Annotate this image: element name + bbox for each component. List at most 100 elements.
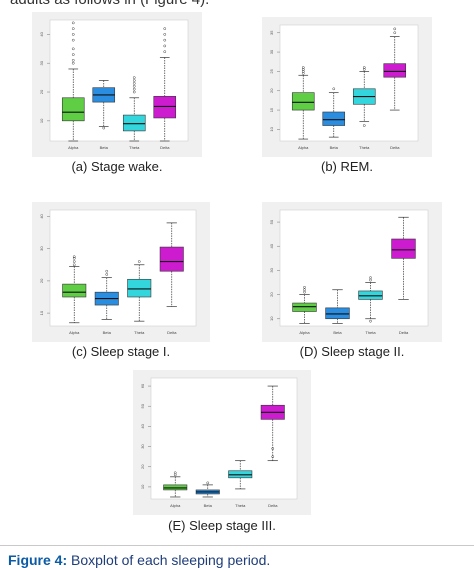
y-tick-label: 30 — [269, 267, 274, 272]
y-tick-label: 20 — [269, 88, 274, 93]
outlier-point — [173, 471, 177, 475]
y-tick-label: 40 — [39, 31, 44, 36]
boxplot-stage-2: 10 20 30 40 50 Alpha Beta Theta Delta — [262, 202, 442, 342]
box-delta — [383, 63, 407, 78]
outlier-point — [132, 76, 136, 79]
x-tick-label: Delta — [399, 330, 409, 335]
box-alpha — [292, 302, 317, 312]
x-tick-label: Theta — [134, 330, 145, 335]
box-alpha — [62, 283, 87, 298]
outlier-point — [362, 66, 366, 69]
boxplot-rem: 10 15 20 25 30 35 Alpha Beta Theta Delta — [262, 17, 432, 157]
y-tick-label: 40 — [140, 423, 145, 428]
box-alpha — [61, 97, 85, 122]
x-tick-label: Alpha — [298, 145, 309, 150]
x-tick-label: Delta — [390, 145, 400, 150]
y-tick-label: 40 — [269, 243, 274, 248]
outlier-point — [132, 82, 136, 85]
caption-stage-3: (E) Sleep stage III. — [168, 518, 276, 533]
outlier-point — [206, 481, 210, 485]
y-tick-label: 10 — [140, 484, 145, 489]
boxplot-wake: 10 20 30 40 Alpha Beta Theta Delta — [32, 12, 202, 157]
outlier-point — [71, 53, 75, 56]
x-tick-label: Beta — [204, 503, 213, 508]
outlier-point — [71, 21, 75, 25]
y-tick-label: 50 — [269, 219, 274, 224]
boxplot-wake-svg: 10 20 30 40 Alpha Beta Theta Delta — [39, 19, 189, 150]
outlier-point — [72, 255, 76, 259]
outlier-point — [72, 256, 76, 260]
outlier-point — [393, 31, 397, 35]
outlier-point — [71, 38, 75, 42]
outlier-point — [369, 319, 372, 323]
outlier-point — [132, 79, 136, 82]
y-tick-label: 20 — [269, 292, 274, 297]
outlier-point — [163, 50, 167, 54]
outlier-point — [303, 285, 306, 289]
plot-area — [279, 24, 419, 142]
outlier-point — [301, 68, 305, 71]
figure-caption: Figure 4: Boxplot of each sleeping perio… — [8, 552, 270, 568]
x-tick-label: Beta — [103, 330, 112, 335]
y-tick-label: 30 — [39, 246, 44, 251]
box-theta — [358, 290, 383, 300]
box-delta — [391, 238, 416, 259]
caption-rem: (b) REM. — [321, 159, 373, 174]
outlier-point — [72, 263, 76, 267]
y-tick-label: 15 — [269, 107, 274, 112]
y-tick-label: 60 — [140, 383, 145, 388]
y-tick-label: 30 — [140, 444, 145, 449]
caption-stage-2: (D) Sleep stage II. — [299, 344, 405, 359]
y-tick-label: 20 — [140, 464, 145, 469]
x-tick-label: Delta — [268, 503, 278, 508]
box-beta — [322, 111, 346, 126]
outlier-point — [362, 68, 366, 71]
x-tick-label: Alpha — [68, 145, 79, 150]
top-text: adults as follows in (Figure 4). — [10, 0, 209, 8]
caption-wake: (a) Stage wake. — [71, 159, 163, 174]
caption-stage-1: (c) Sleep stage I. — [71, 344, 171, 359]
x-tick-label: Delta — [160, 145, 170, 150]
boxplot-stage-3: 10 20 30 40 50 60 Alpha Beta Theta Delta — [133, 370, 311, 515]
x-tick-label: Alpha — [170, 503, 181, 508]
y-tick-label: 10 — [269, 316, 274, 321]
outlier-point — [301, 66, 305, 69]
y-tick-label: 20 — [39, 278, 44, 283]
x-tick-label: Theta — [129, 145, 140, 150]
outlier-point — [102, 126, 106, 130]
x-tick-label: Alpha — [69, 330, 80, 335]
box-delta — [159, 246, 184, 272]
x-tick-label: Beta — [330, 145, 339, 150]
outlier-point — [132, 87, 136, 91]
outlier-point — [301, 70, 305, 73]
outlier-point — [332, 87, 336, 91]
y-tick-label: 10 — [39, 118, 44, 123]
outlier-point — [105, 269, 109, 273]
x-tick-label: Beta — [333, 330, 342, 335]
boxplot-stage-1: 10 20 30 40 Alpha Beta Theta Delta — [32, 202, 210, 342]
x-tick-label: Alpha — [299, 330, 310, 335]
box-theta — [127, 278, 152, 298]
box-delta — [153, 96, 177, 119]
outlier-point — [105, 273, 109, 276]
y-tick-label: 20 — [39, 89, 44, 94]
outlier-point — [72, 260, 76, 263]
outlier-point — [137, 260, 141, 263]
boxplot-rem-svg: 10 15 20 25 30 35 Alpha Beta Theta Delta — [269, 24, 419, 150]
outlier-point — [163, 44, 167, 48]
y-tick-label: 10 — [39, 310, 44, 315]
outlier-point — [71, 47, 75, 51]
figure-caption-text: Boxplot of each sleeping period. — [71, 552, 271, 568]
plot-area — [150, 377, 298, 500]
outlier-point — [132, 90, 136, 94]
y-tick-label: 25 — [269, 68, 274, 73]
box-beta — [325, 307, 350, 320]
caption-divider — [0, 545, 474, 546]
outlier-point — [393, 27, 397, 31]
outlier-point — [71, 27, 75, 30]
x-tick-label: Delta — [167, 330, 177, 335]
figure-caption-label: Figure 4: — [8, 552, 68, 568]
outlier-point — [271, 447, 275, 450]
y-tick-label: 40 — [39, 213, 44, 218]
y-tick-label: 50 — [140, 403, 145, 408]
